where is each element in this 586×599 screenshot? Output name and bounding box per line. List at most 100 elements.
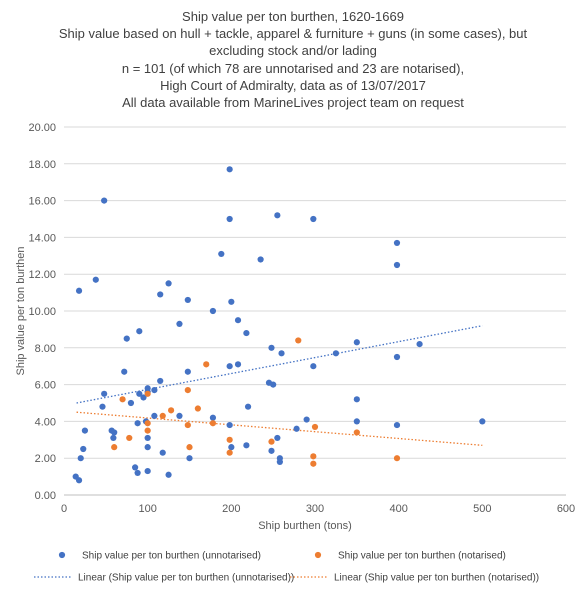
data-point [203, 361, 210, 368]
y-tick-label: 10.00 [28, 306, 56, 318]
data-point [184, 421, 191, 429]
data-point [416, 341, 423, 348]
data-point [144, 427, 151, 434]
data-point [111, 444, 118, 451]
data-point [218, 250, 225, 258]
data-point [303, 416, 310, 423]
data-point [126, 434, 133, 442]
data-point [134, 420, 141, 427]
chart-title-line: n = 101 (of which 78 are unnotarised and… [121, 60, 465, 76]
trendline [76, 411, 483, 446]
data-point [159, 449, 166, 456]
data-point [332, 350, 340, 357]
data-point [144, 390, 151, 397]
data-point [77, 455, 84, 462]
legend: Ship value per ton burthen (unnotarised)… [34, 551, 539, 584]
y-tick-label: 20.00 [28, 122, 56, 134]
data-point [75, 477, 83, 484]
data-point [140, 394, 147, 401]
data-point [134, 469, 141, 477]
data-point [184, 296, 191, 304]
data-point [393, 261, 401, 269]
data-point [132, 464, 139, 471]
data-point [393, 239, 401, 247]
data-point [159, 412, 166, 419]
data-point [151, 412, 158, 419]
data-point [75, 287, 83, 294]
data-point [184, 368, 191, 375]
data-point [209, 420, 217, 427]
data-point [274, 434, 281, 442]
data-point [228, 444, 235, 451]
data-point [268, 438, 275, 445]
data-point [310, 215, 317, 223]
chart-title: Ship value per ton burthen, 1620-1669 Shi… [0, 8, 586, 111]
y-tick-label: 18.00 [28, 159, 56, 171]
data-point [293, 425, 300, 432]
x-tick-label: 400 [389, 503, 407, 515]
data-point [144, 434, 151, 442]
data-point [479, 418, 486, 425]
data-point [393, 455, 401, 462]
data-point [310, 453, 317, 460]
data-point [310, 460, 317, 467]
x-tick-label: 100 [138, 503, 156, 515]
data-point [101, 390, 108, 397]
y-tick-label: 16.00 [28, 196, 56, 208]
legend-marker [58, 551, 66, 559]
data-point [176, 412, 183, 419]
data-point [136, 390, 143, 397]
data-point [110, 434, 117, 442]
data-point [243, 442, 250, 449]
data-point [257, 256, 264, 263]
data-point [144, 420, 151, 427]
data-point [80, 445, 87, 453]
chart-title-line: excluding stock and/or lading [209, 43, 377, 59]
data-point [276, 458, 283, 465]
data-point [209, 307, 217, 315]
data-point [268, 344, 275, 351]
legend-marker [314, 551, 322, 559]
data-point [209, 414, 217, 421]
data-point [194, 405, 201, 412]
y-axis-title: Ship value per ton burthen [15, 246, 27, 375]
legend-item: Linear (Ship value per ton burthen (unno… [34, 573, 294, 584]
x-tick-label: 0 [61, 503, 67, 515]
data-point [167, 407, 175, 414]
legend-label: Linear (Ship value per ton burthen (unno… [78, 573, 294, 584]
data-point [157, 377, 164, 385]
data-point [92, 276, 99, 283]
data-point [393, 353, 401, 361]
x-tick-label: 500 [473, 503, 491, 515]
data-point [243, 329, 250, 337]
data-point [119, 396, 126, 403]
data-point [311, 423, 319, 431]
legend-item: Ship value per ton burthen (unnotarised) [58, 551, 261, 562]
y-tick-label: 14.00 [28, 232, 56, 244]
x-tick-label: 600 [557, 503, 575, 515]
data-point [186, 444, 193, 451]
data-point [268, 447, 275, 454]
data-point [295, 337, 302, 344]
data-point [157, 291, 164, 298]
x-tick-label: 300 [306, 503, 324, 515]
chart-title-line: Ship value based on hull + tackle, appar… [58, 26, 528, 42]
data-point [226, 363, 233, 370]
data-point [121, 368, 128, 375]
data-point [226, 421, 233, 429]
data-point [136, 328, 143, 335]
data-point [144, 467, 151, 475]
y-tick-label: 4.00 [35, 416, 56, 428]
data-point [123, 335, 130, 342]
chart-title-line: Ship value per ton burthen, 1620-1669 [182, 9, 404, 24]
data-point [127, 399, 135, 407]
data-point [244, 403, 252, 410]
y-tick-label: 0.00 [35, 490, 56, 502]
chart-title-line: All data available from MarineLives proj… [122, 95, 464, 111]
y-tick-label: 8.00 [35, 343, 56, 355]
data-point [101, 197, 108, 204]
data-point [184, 387, 191, 394]
data-point [278, 350, 285, 357]
data-point [310, 363, 317, 370]
